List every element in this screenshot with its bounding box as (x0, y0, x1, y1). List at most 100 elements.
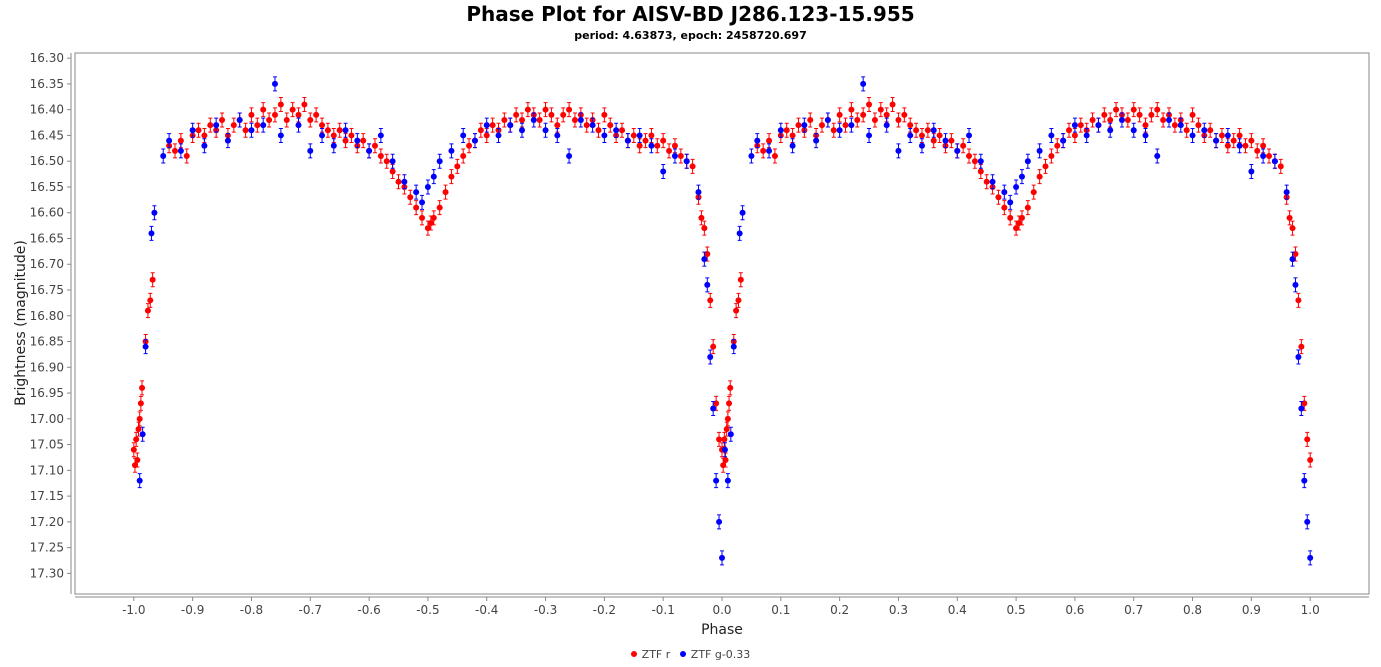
x-tick-label: 0.2 (830, 603, 849, 617)
data-point (324, 127, 331, 134)
data-point (171, 147, 178, 154)
x-tick-label: -0.4 (475, 603, 498, 617)
data-point (836, 111, 843, 118)
data-point (166, 137, 173, 144)
y-tick-label: 17.10 (30, 463, 64, 477)
data-point (954, 147, 961, 154)
data-point (1077, 122, 1084, 129)
y-tick-label: 16.90 (30, 360, 64, 374)
data-point (607, 122, 614, 129)
series-ztf-r (130, 97, 1314, 473)
y-tick-label: 16.55 (30, 180, 64, 194)
data-point (777, 127, 784, 134)
data-point (139, 384, 146, 391)
data-point (1295, 353, 1302, 360)
data-point (1042, 163, 1049, 170)
data-point (1189, 111, 1196, 118)
data-point (436, 158, 443, 165)
data-point (430, 173, 437, 180)
data-point (766, 137, 773, 144)
x-tick-label: -1.0 (122, 603, 145, 617)
data-point (701, 256, 708, 263)
data-point (219, 116, 226, 123)
data-point (142, 343, 149, 350)
data-point (1066, 127, 1073, 134)
data-point (1171, 122, 1178, 129)
data-point (1292, 281, 1299, 288)
data-point (330, 142, 337, 149)
data-point (701, 225, 708, 232)
data-point (619, 127, 626, 134)
data-point (342, 127, 349, 134)
data-point (1036, 173, 1043, 180)
data-point (760, 147, 767, 154)
data-point (1018, 214, 1025, 221)
data-point (1048, 132, 1055, 139)
data-point (1024, 158, 1031, 165)
data-point (195, 127, 202, 134)
data-point (413, 189, 420, 196)
data-point (295, 111, 302, 118)
data-point (436, 204, 443, 211)
data-point (704, 281, 711, 288)
data-point (736, 230, 743, 237)
data-point (1207, 127, 1214, 134)
data-point (683, 158, 690, 165)
data-point (748, 153, 755, 160)
data-point (577, 116, 584, 123)
data-point (854, 116, 861, 123)
data-point (1283, 189, 1290, 196)
data-point (695, 189, 702, 196)
data-point (1118, 116, 1125, 123)
data-point (1113, 106, 1120, 113)
data-point (924, 127, 931, 134)
data-point (513, 111, 520, 118)
y-tick-label: 16.65 (30, 231, 64, 245)
data-point (1266, 153, 1273, 160)
x-tick-label: 0.5 (1007, 603, 1026, 617)
data-point (730, 343, 737, 350)
data-point (1218, 132, 1225, 139)
data-point (519, 127, 526, 134)
data-point (783, 127, 790, 134)
data-point (277, 132, 284, 139)
data-point (260, 122, 267, 129)
data-point (1304, 518, 1311, 525)
data-point (801, 122, 808, 129)
data-point (848, 122, 855, 129)
data-point (560, 111, 567, 118)
data-point (1224, 132, 1231, 139)
data-point (137, 400, 144, 407)
data-point (1107, 116, 1114, 123)
data-point (144, 307, 151, 314)
data-point (727, 431, 734, 438)
data-point (721, 436, 728, 443)
data-point (722, 457, 729, 464)
data-point (848, 106, 855, 113)
y-tick-label: 17.05 (30, 438, 64, 452)
data-point (1083, 132, 1090, 139)
chart-title: Phase Plot for AISV-BD J286.123-15.955 (466, 2, 915, 26)
data-point (1142, 122, 1149, 129)
data-point (242, 127, 249, 134)
x-tick-label: -0.9 (181, 603, 204, 617)
data-point (1001, 189, 1008, 196)
data-point (654, 142, 661, 149)
data-point (660, 137, 667, 144)
y-tick-label: 16.70 (30, 257, 64, 271)
x-tick-label: 0.6 (1065, 603, 1084, 617)
data-point (554, 122, 561, 129)
data-point (648, 132, 655, 139)
data-point (134, 457, 141, 464)
data-point (1071, 132, 1078, 139)
data-point (319, 132, 326, 139)
data-point (971, 158, 978, 165)
data-point (771, 153, 778, 160)
data-point (1298, 405, 1305, 412)
data-point (442, 189, 449, 196)
data-point (147, 297, 154, 304)
data-point (589, 122, 596, 129)
data-point (723, 426, 730, 433)
data-point (307, 147, 314, 154)
data-point (149, 276, 156, 283)
